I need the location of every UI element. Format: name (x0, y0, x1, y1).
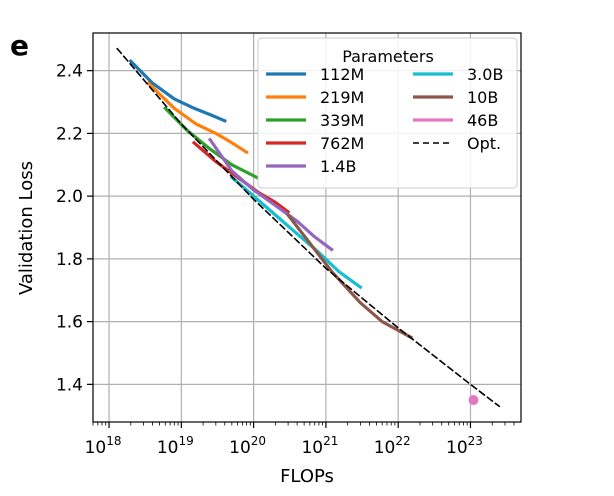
series-10b-line (285, 212, 414, 340)
series-339m-line (163, 106, 259, 180)
legend-46b-label: 46B (467, 111, 498, 130)
series-3-0b-line (229, 175, 363, 290)
y-axis-label: Validation Loss (16, 161, 37, 295)
x-tick-label: 1023 (446, 434, 483, 458)
series-219m-line (146, 80, 249, 155)
series-opt-line (116, 47, 501, 408)
legend-1-4b-label: 1.4B (320, 157, 356, 176)
y-tick-label: 2.2 (56, 124, 83, 144)
legend-title: Parameters (342, 47, 434, 66)
legend-3-0b-label: 3.0B (467, 65, 503, 84)
plot-frame (92, 32, 522, 423)
x-axis: 1018 1019 1020 1021 1022 1023 (85, 422, 515, 458)
series-46b-point (468, 395, 479, 406)
plot-lines (116, 47, 501, 408)
x-tick-label: 1022 (374, 434, 411, 458)
y-axis: 1.4 1.6 1.8 2.0 2.2 2.4 (56, 62, 93, 395)
x-tick-label: 1021 (301, 434, 338, 458)
x-tick-label: 1020 (229, 434, 266, 458)
legend-762m-label: 762M (320, 134, 364, 153)
x-tick-label: 1018 (85, 434, 122, 458)
series-112m-line (128, 58, 227, 123)
legend-10b-label: 10B (467, 88, 498, 107)
legend: Parameters 112M 219M 339M 762M 1.4B 3.0B 10B 46… (257, 37, 518, 189)
legend-entries: 112M 219M 339M 762M 1.4B 3.0B 10B 46B Opt. (266, 65, 503, 176)
y-tick-label: 2.0 (56, 187, 83, 207)
y-tick-label: 1.6 (56, 313, 83, 333)
y-tick-label: 2.4 (56, 62, 83, 82)
x-tick-label: 1019 (157, 434, 194, 458)
legend-112m-label: 112M (320, 65, 364, 84)
series-1-4b-line (207, 137, 334, 252)
legend-219m-label: 219M (320, 88, 364, 107)
y-tick-label: 1.4 (56, 375, 83, 395)
legend-opt-label: Opt. (467, 134, 501, 153)
x-axis-label: FLOPs (280, 466, 334, 487)
legend-339m-label: 339M (320, 111, 364, 130)
panel-label: e (10, 29, 29, 62)
y-tick-label: 1.8 (56, 250, 83, 270)
